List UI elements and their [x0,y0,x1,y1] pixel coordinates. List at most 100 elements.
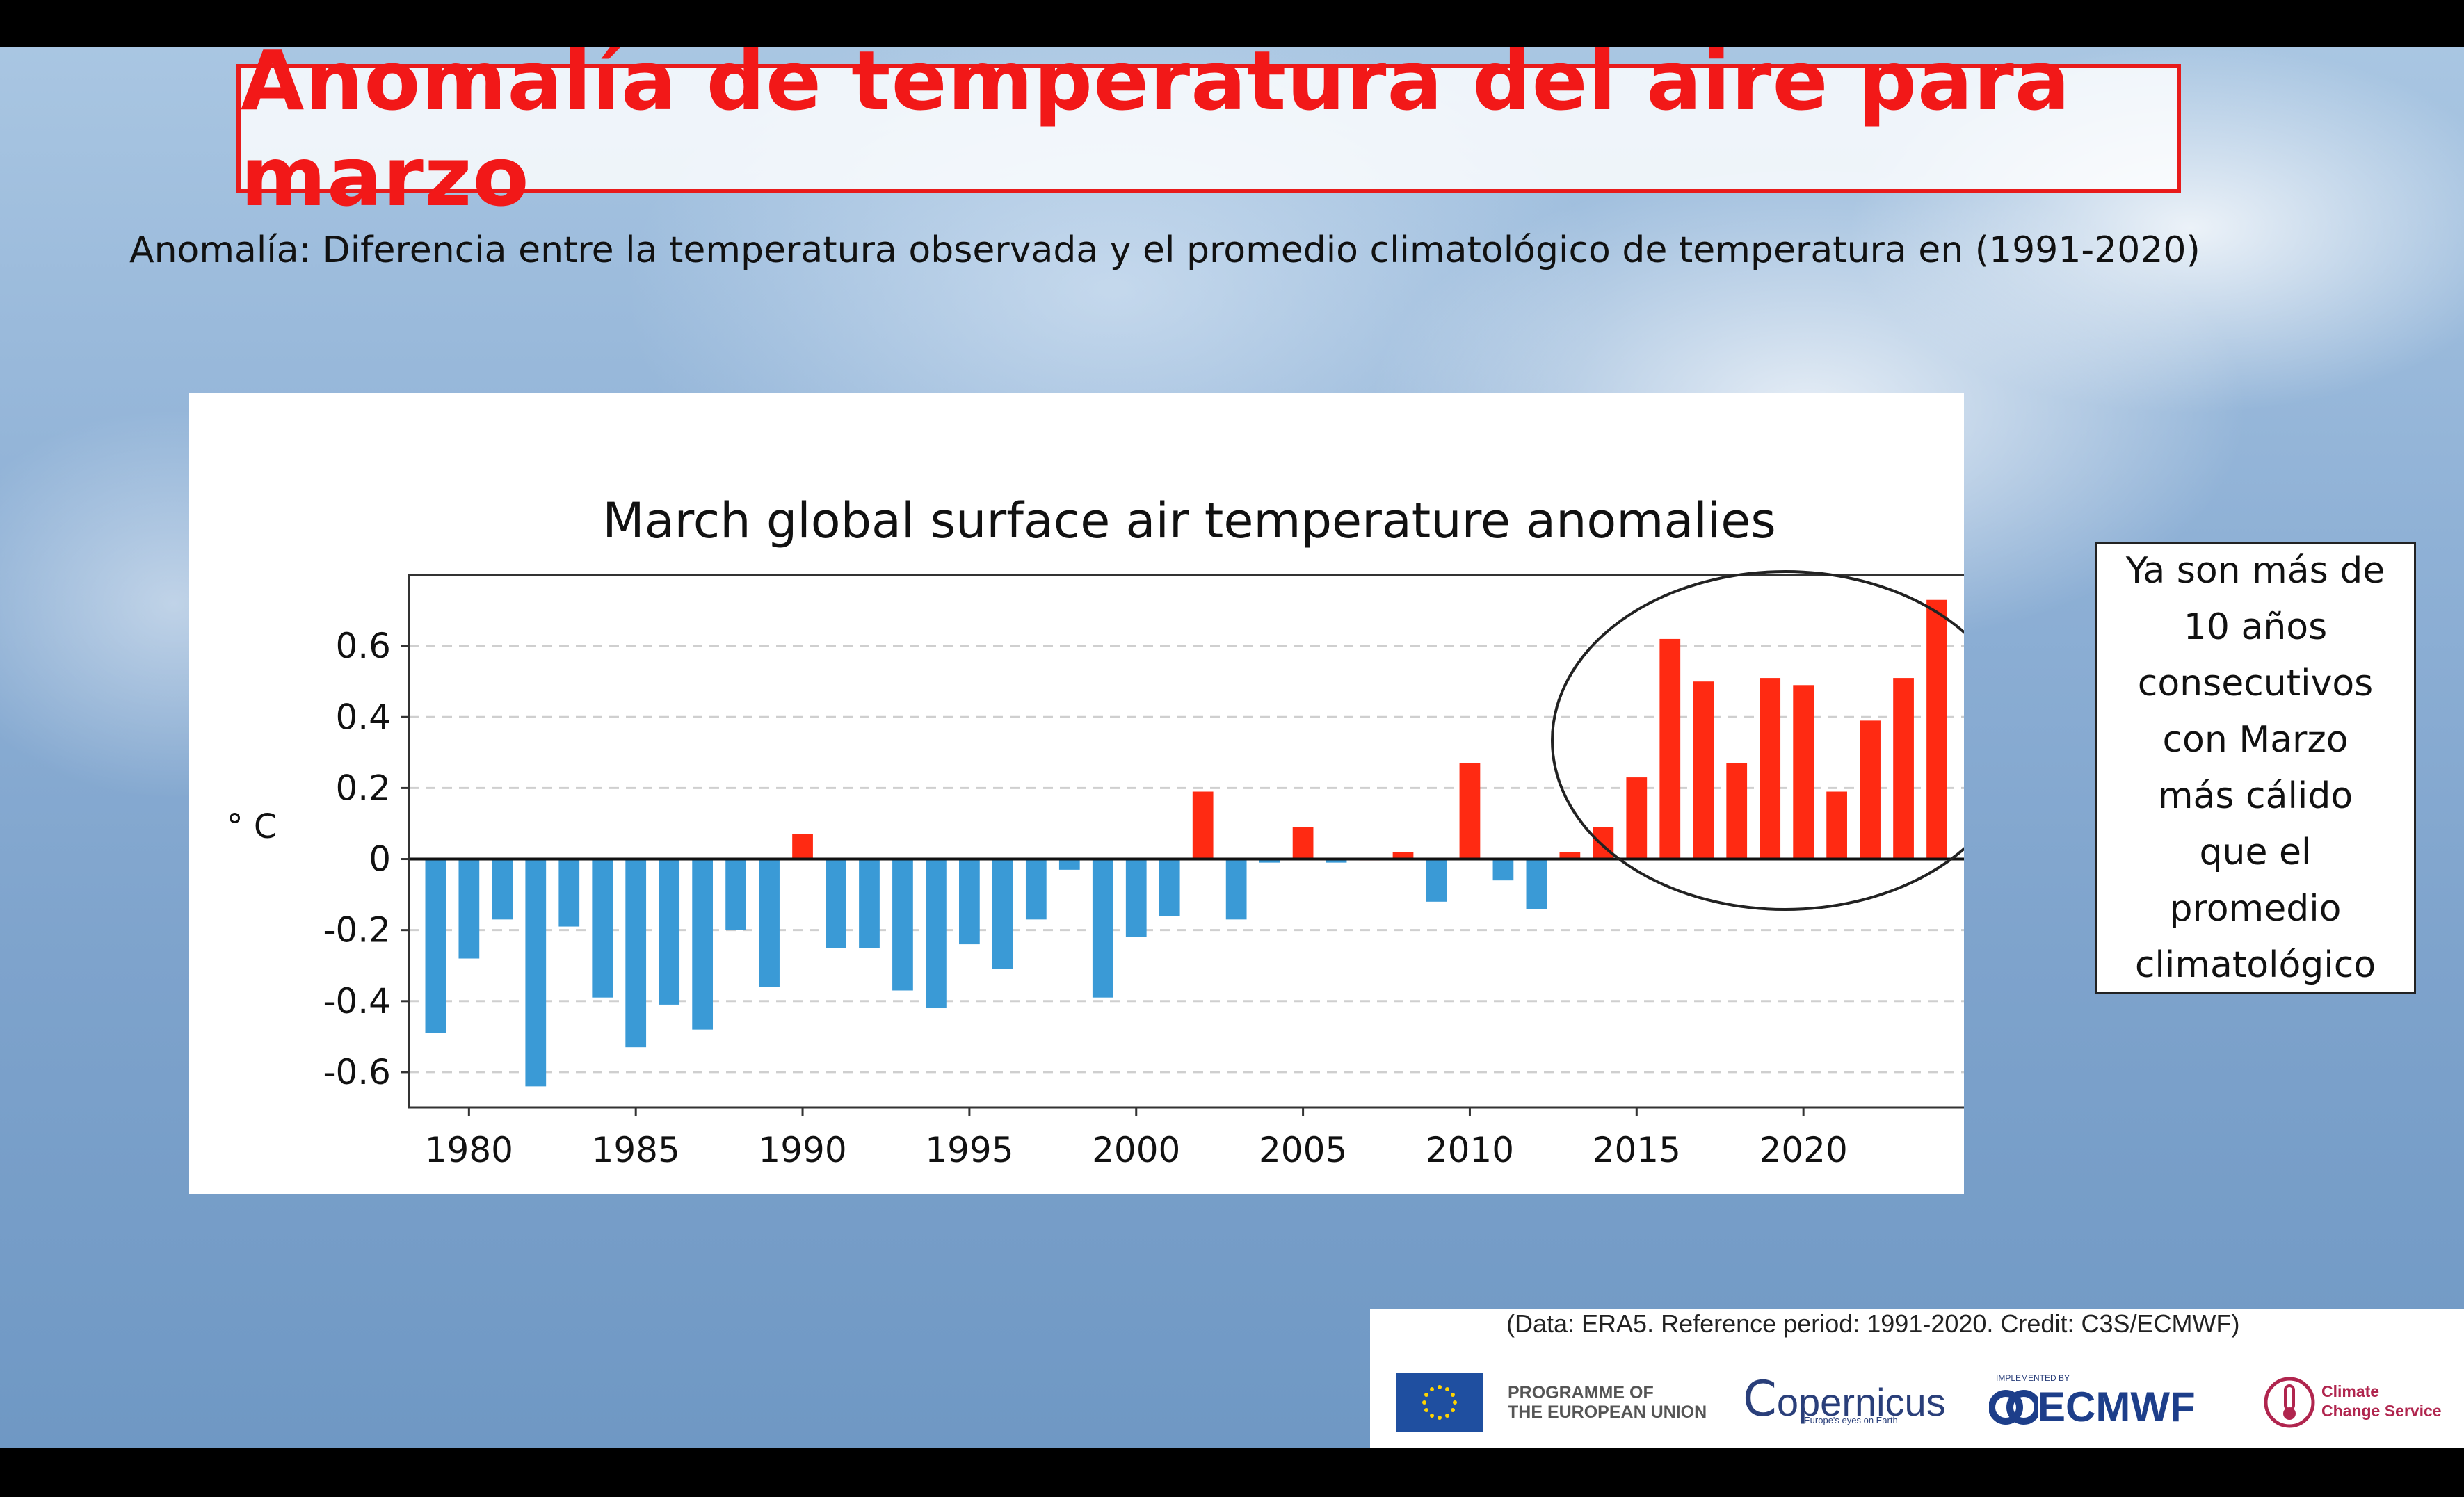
ecmwf-implemented-by: IMPLEMENTED BY [1996,1373,2070,1383]
x-tick-label: 2005 [1259,1130,1347,1170]
note-box: Ya son más de 10 años consecutivos con Marz… [2095,542,2416,994]
ecmwf-wordmark: ECMWF [2038,1384,2196,1430]
y-tick-label: 0.4 [335,697,391,737]
bar-2012 [1526,859,1547,909]
x-tick-label: 2010 [1426,1130,1514,1170]
title-box: Anomalía de temperatura del aire para ma… [236,47,2181,225]
bar-2016 [1659,638,1681,859]
x-tick-label: 2015 [1593,1130,1681,1170]
chart-ylabel: ° C [227,807,277,846]
bar-1995 [959,859,980,945]
x-tick-label: 1985 [592,1130,680,1170]
bar-1991 [826,859,846,948]
bar-1981 [492,859,513,920]
eu-programme-text: PROGRAMME OF THE EUROPEAN UNION [1508,1383,1707,1422]
bar-2011 [1492,859,1514,881]
note-line: climatológico [2134,944,2376,986]
bar-2009 [1426,859,1447,902]
y-tick-label: -0.4 [323,981,391,1021]
ecmwf-logo: IMPLEMENTED BY ECMWF [1989,1373,2196,1431]
note-line: promedio [2169,888,2342,930]
note-line: Ya son más de [2125,550,2385,592]
credits-panel: (Data: ERA5. Reference period: 1991-2020… [1370,1309,2464,1448]
copernicus-tagline: Europe's eyes on Earth [1804,1415,1898,1425]
bar-2004 [1259,859,1280,863]
y-tick-label: -0.6 [323,1052,391,1092]
slide-title: Anomalía de temperatura del aire para ma… [241,47,2071,225]
note-line: con Marzo [2162,719,2349,761]
bar-2021 [1826,791,1847,859]
note-line: consecutivos [2137,663,2374,704]
bar-2018 [1726,763,1748,859]
bar-1983 [558,859,580,927]
c3s-line-2: Change Service [2321,1402,2442,1420]
bar-1986 [659,859,680,1005]
bar-1999 [1092,859,1113,998]
data-credit: (Data: ERA5. Reference period: 1991-2020… [1506,1309,2240,1338]
bar-2002 [1192,791,1214,859]
bar-2019 [1760,678,1781,859]
bar-2001 [1159,859,1180,916]
x-tick-label: 2000 [1092,1130,1180,1170]
y-tick-label: 0.2 [335,768,391,808]
bar-1987 [692,859,714,1030]
c3s-logo: Climate Change Service [2262,1375,2442,1434]
bar-2015 [1626,777,1648,859]
slide-subtitle: Anomalía: Diferencia entre la temperatur… [129,229,2200,271]
eu-line-1: PROGRAMME OF [1508,1383,1654,1402]
bar-1988 [725,859,746,930]
bars [425,599,1947,1087]
plot-border [408,574,1964,1109]
x-ticks: 1980 1985 1990 1995 2000 2005 2010 2015 2020 [425,1108,1848,1170]
y-tick-label: -0.2 [323,910,391,950]
eu-flag-icon [1396,1373,1483,1432]
bar-2017 [1693,681,1714,859]
bar-1998 [1058,859,1080,870]
x-tick-label: 1995 [925,1130,1013,1170]
bar-1985 [625,859,647,1048]
x-tick-label: 1990 [758,1130,846,1170]
x-tick-label: 1980 [425,1130,513,1170]
bar-2014 [1593,827,1614,859]
bar-2020 [1793,685,1814,859]
thermometer-icon [2264,1377,2315,1428]
bar-2000 [1125,859,1147,937]
bar-1994 [926,859,947,1009]
bar-1993 [892,859,913,991]
bar-2023 [1893,678,1914,859]
bar-2013 [1559,852,1581,859]
y-tick-label: 0.6 [335,626,391,666]
chart-panel: March global surface air temperature ano… [189,393,1964,1194]
note-line: que el [2199,832,2312,873]
anomaly-bar-chart: March global surface air temperature ano… [227,492,1964,1170]
bar-1992 [859,859,880,948]
copernicus-logo: Copernicus Europe's eyes on Earth [1743,1370,1946,1427]
bar-2006 [1326,859,1347,863]
bar-2022 [1860,720,1881,859]
eu-stars-icon [1422,1385,1457,1420]
y-ticks: 0.6 0.4 0.2 0 -0.2 -0.4 -0.6 [323,626,409,1092]
x-tick-label: 2020 [1760,1130,1848,1170]
bar-1984 [592,859,613,998]
c3s-line-1: Climate [2321,1382,2380,1400]
copernicus-wordmark: opernicus [1776,1380,1946,1424]
note-line: más cálido [2157,775,2353,817]
bar-1997 [1025,859,1047,920]
bar-2024 [1926,599,1947,859]
bar-2003 [1225,859,1247,920]
bar-1996 [992,859,1013,969]
c3s-text: Climate Change Service [2321,1382,2442,1421]
chart-title: March global surface air temperature ano… [602,492,1776,549]
bar-2010 [1459,763,1481,859]
bar-1989 [759,859,780,987]
bar-1990 [792,834,813,859]
plot-frame [408,574,1964,1109]
bar-1982 [525,859,547,1087]
bar-2008 [1392,852,1414,859]
highlight-ellipse [1551,570,1964,911]
bar-1980 [458,859,480,959]
ecmwf-symbol-icon [1989,1389,2038,1425]
y-tick-label: 0 [369,839,391,880]
note-line: 10 años [2183,606,2328,648]
copernicus-c-icon: C [1743,1370,1777,1427]
